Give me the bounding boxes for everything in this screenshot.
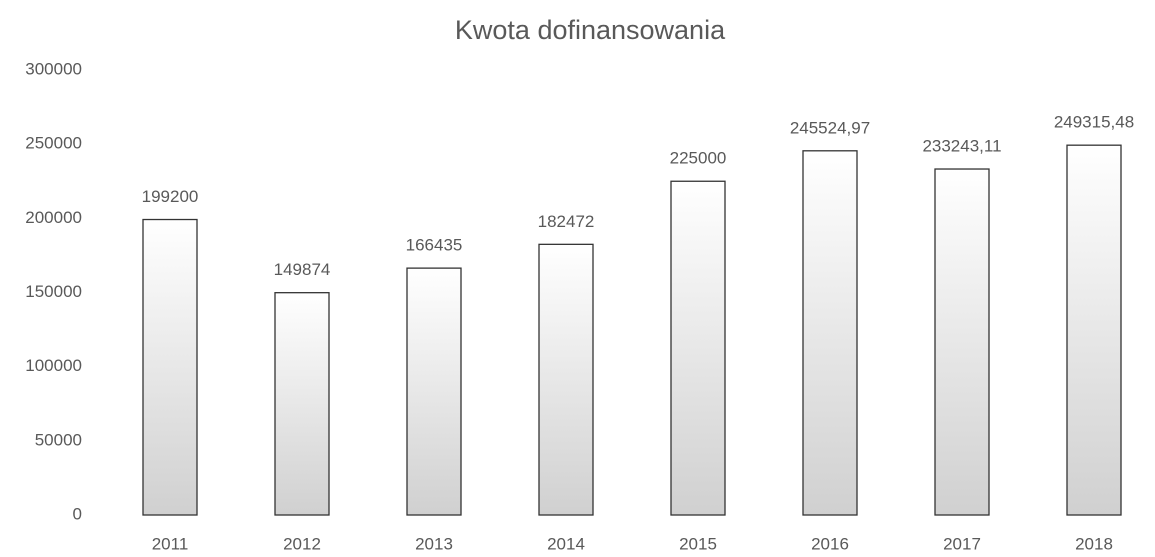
bar (670, 180, 726, 516)
x-tick-label: 2015 (679, 534, 717, 553)
y-tick-label: 0 (73, 504, 82, 523)
bar (406, 267, 462, 516)
x-tick-label: 2013 (415, 534, 453, 553)
y-tick-label: 300000 (25, 59, 82, 78)
data-label: 225000 (670, 149, 727, 168)
data-label: 149874 (274, 260, 331, 279)
data-label: 166435 (406, 236, 463, 255)
data-label: 199200 (142, 187, 199, 206)
bar (142, 218, 198, 516)
chart-title: Kwota dofinansowania (455, 15, 726, 45)
y-tick-label: 200000 (25, 208, 82, 227)
y-tick-label: 250000 (25, 134, 82, 153)
bar (274, 292, 330, 516)
data-label: 233243,11 (922, 137, 1001, 156)
bar (802, 150, 858, 516)
y-tick-label: 100000 (25, 356, 82, 375)
y-tick-label: 50000 (35, 430, 82, 449)
y-tick-label: 150000 (25, 282, 82, 301)
data-label: 245524,97 (790, 118, 870, 137)
x-tick-label: 2014 (547, 534, 585, 553)
x-tick-label: 2018 (1075, 534, 1113, 553)
x-tick-label: 2012 (283, 534, 321, 553)
bar (538, 243, 594, 516)
x-tick-label: 2016 (811, 534, 849, 553)
x-tick-label: 2011 (152, 534, 189, 553)
bar (1066, 144, 1122, 516)
data-label: 182472 (538, 212, 595, 231)
data-label: 249315,48 (1054, 113, 1134, 132)
x-tick-label: 2017 (943, 534, 981, 553)
bar (934, 168, 990, 516)
